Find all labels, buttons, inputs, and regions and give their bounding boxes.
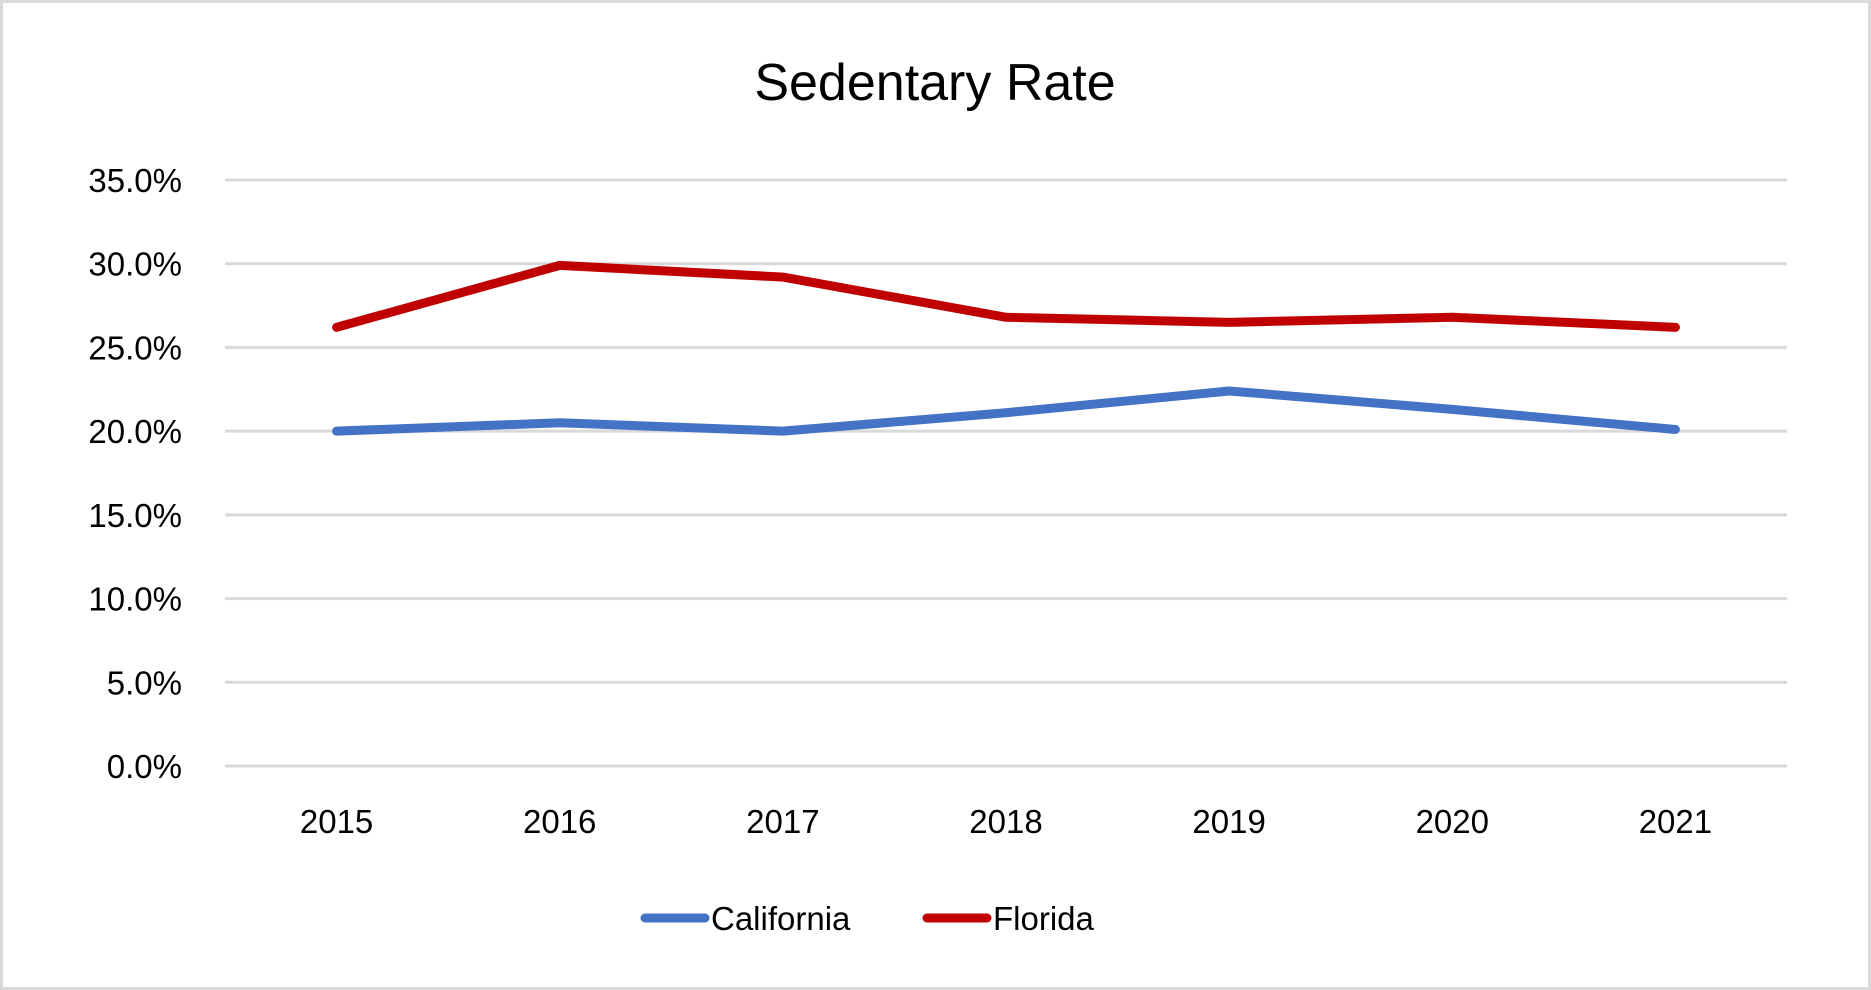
x-tick-label: 2017 (746, 803, 819, 840)
x-tick-label: 2019 (1192, 803, 1265, 840)
chart-title: Sedentary Rate (754, 54, 1115, 112)
legend: California Florida (640, 900, 1095, 937)
series-line-california (332, 386, 1680, 436)
legend-item-florida: Florida (922, 900, 1095, 937)
x-tick-label: 2015 (300, 803, 373, 840)
y-tick-label: 30.0% (88, 246, 182, 283)
x-tick-label: 2016 (523, 803, 596, 840)
x-axis-tick-labels: 2015 2016 2017 2018 2019 2020 2021 (300, 803, 1712, 840)
y-tick-label: 35.0% (88, 162, 182, 199)
y-tick-label: 5.0% (107, 664, 182, 701)
y-axis-tick-labels: 0.0% 5.0% 10.0% 15.0% 20.0% 25.0% 30.0% 35.0% (88, 162, 182, 785)
y-tick-label: 0.0% (107, 748, 182, 785)
series-line-florida (332, 260, 1680, 332)
legend-item-california: California (640, 900, 851, 937)
x-tick-label: 2018 (969, 803, 1042, 840)
legend-label: California (711, 900, 851, 937)
y-tick-label: 15.0% (88, 497, 182, 534)
y-tick-label: 20.0% (88, 413, 182, 450)
y-tick-label: 10.0% (88, 581, 182, 618)
y-tick-label: 25.0% (88, 329, 182, 366)
gridlines (225, 178, 1787, 768)
x-tick-label: 2021 (1639, 803, 1712, 840)
series-lines (332, 260, 1680, 436)
legend-label: Florida (993, 900, 1095, 937)
x-tick-label: 2020 (1416, 803, 1489, 840)
